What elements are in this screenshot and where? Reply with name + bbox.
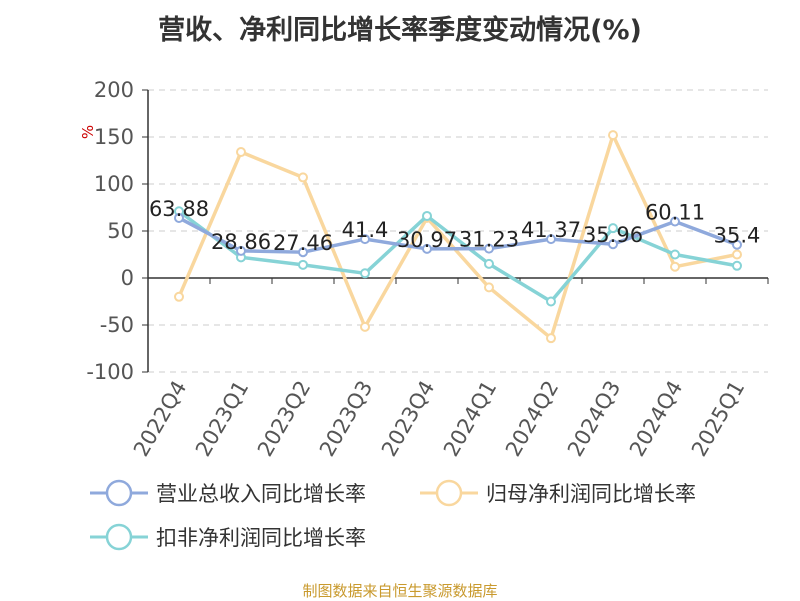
data-label: 41.4 bbox=[342, 218, 389, 242]
legend-marker-3 bbox=[105, 523, 133, 551]
series-1-point bbox=[732, 239, 742, 250]
data-label: 31.23 bbox=[459, 228, 519, 252]
y-tick-label: -50 bbox=[100, 313, 134, 337]
legend-label-2: 归母净利润同比增长率 bbox=[486, 482, 696, 506]
series-3-point bbox=[422, 210, 432, 221]
legend-label-3: 扣非净利润同比增长率 bbox=[156, 526, 366, 550]
x-tick-label: 2023Q4 bbox=[377, 377, 439, 461]
chart-title: 营收、净利同比增长率季度变动情况(%) bbox=[158, 15, 642, 46]
series-1-point bbox=[608, 239, 618, 250]
x-tick-label: 2025Q1 bbox=[687, 377, 749, 461]
series-2-point bbox=[732, 249, 742, 260]
series-2-point bbox=[174, 291, 184, 302]
series-1-point bbox=[422, 243, 432, 254]
data-label: 27.46 bbox=[273, 231, 333, 255]
series-3-point bbox=[546, 296, 556, 307]
x-tick-label: 2024Q2 bbox=[501, 377, 563, 461]
legend-label-1: 营业总收入同比增长率 bbox=[156, 482, 366, 506]
y-tick-label: 100 bbox=[94, 172, 134, 196]
data-label: 28.86 bbox=[211, 230, 271, 254]
x-tick-label: 2023Q2 bbox=[253, 377, 315, 461]
series-2-point bbox=[608, 130, 618, 141]
source-note: 制图数据来自恒生聚源数据库 bbox=[302, 582, 498, 600]
y-axis-unit: % bbox=[79, 125, 97, 139]
data-label: 35.96 bbox=[583, 223, 643, 247]
series-1-point bbox=[360, 234, 370, 245]
x-tick-label: 2024Q3 bbox=[563, 377, 625, 461]
series-line-2 bbox=[177, 133, 738, 340]
legend-marker-1 bbox=[105, 479, 133, 507]
legend-marker-2 bbox=[435, 479, 463, 507]
series-2-point bbox=[236, 147, 246, 158]
series-1-point bbox=[546, 234, 556, 245]
y-tick-label: 150 bbox=[94, 125, 134, 149]
data-label: 41.37 bbox=[521, 218, 581, 242]
x-tick-label: 2024Q1 bbox=[439, 377, 501, 461]
series-1-point bbox=[484, 243, 494, 254]
y-tick-label: 50 bbox=[107, 219, 134, 243]
series-3-point bbox=[360, 268, 370, 279]
series-3-point bbox=[608, 223, 618, 234]
data-label: 30.97 bbox=[397, 228, 457, 252]
x-tick-label: 2024Q4 bbox=[625, 377, 687, 461]
series-line-1 bbox=[178, 216, 738, 254]
series-3-point bbox=[670, 249, 680, 260]
series-1-point bbox=[298, 247, 308, 258]
series-3-point bbox=[484, 258, 494, 269]
data-label: 35.4 bbox=[714, 224, 761, 248]
series-3-point bbox=[732, 260, 742, 271]
series-1-point bbox=[670, 216, 680, 227]
data-label: 60.11 bbox=[645, 200, 705, 224]
series-1-point bbox=[236, 245, 246, 256]
data-label: 63.88 bbox=[149, 197, 209, 221]
series-2-point bbox=[546, 333, 556, 344]
y-tick-label: 0 bbox=[121, 266, 134, 290]
series-2-point bbox=[360, 321, 370, 332]
x-tick-label: 2023Q1 bbox=[191, 377, 253, 461]
series-2-point bbox=[670, 261, 680, 272]
series-line-3 bbox=[177, 209, 738, 304]
series-2-point bbox=[484, 282, 494, 293]
series-2-point bbox=[298, 172, 308, 183]
series-1-point bbox=[174, 212, 184, 223]
x-tick-label: 2023Q3 bbox=[315, 377, 377, 461]
x-tick-label: 2022Q4 bbox=[129, 377, 191, 461]
series-3-point bbox=[298, 259, 308, 270]
y-tick-label: -100 bbox=[86, 360, 134, 384]
y-tick-label: 200 bbox=[94, 78, 134, 102]
